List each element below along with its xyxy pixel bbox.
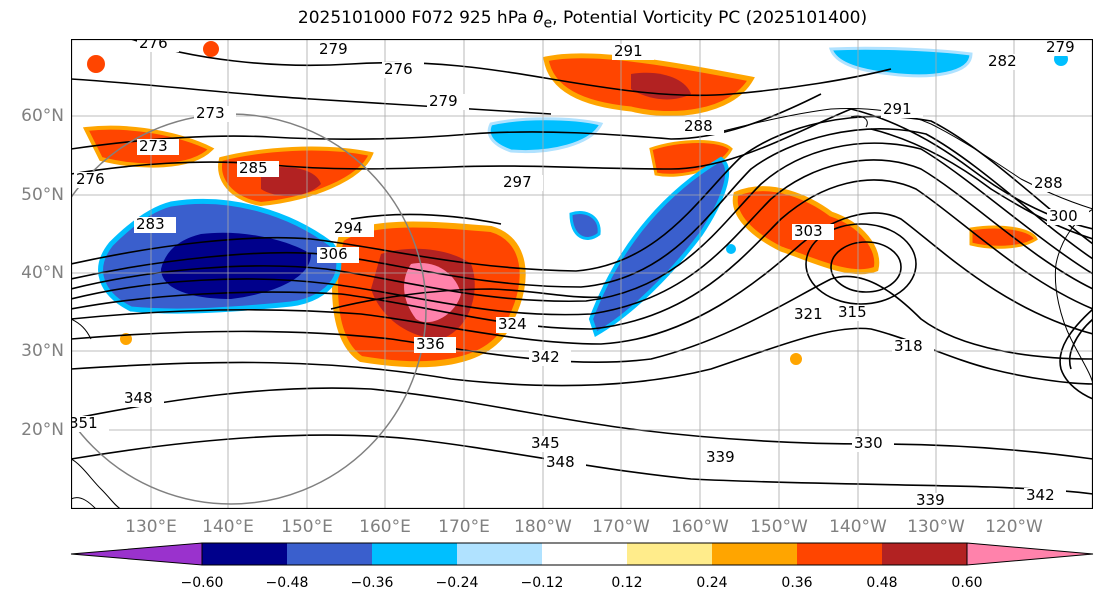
contour-label: 276 [139, 39, 168, 52]
lon-label: 130°E [125, 517, 177, 537]
contour-label: 300 [1049, 207, 1078, 225]
contour-label: 279 [319, 40, 348, 58]
contour-label: 318 [894, 337, 923, 355]
contour-label: 297 [503, 173, 532, 191]
contour-label: 279 [429, 92, 458, 110]
contour-label: 273 [139, 137, 168, 155]
colorbar-swatch [797, 543, 882, 565]
colorbar-swatch [457, 543, 542, 565]
colorbar-swatch [712, 543, 797, 565]
contour-label: 315 [838, 303, 867, 321]
colorbar-tick: −0.60 [180, 575, 224, 591]
contour-label: 345 [531, 434, 560, 452]
lat-label: 60°N [21, 106, 64, 126]
colorbar-swatch [287, 543, 372, 565]
colorbar-tick: 0.48 [866, 575, 898, 591]
contour-label: 279 [1046, 39, 1075, 56]
colorbar-tick: 0.60 [951, 575, 983, 591]
contour-labels: 276 279 276 291 282 279 273 279 288 297 … [71, 39, 1089, 509]
contour-label: 321 [794, 305, 823, 323]
colorbar-swatch [372, 543, 457, 565]
contour-label: 291 [614, 42, 643, 60]
lon-label: 130°W [907, 517, 965, 537]
map-title: 2025101000 F072 925 hPa θe, Potential Vo… [297, 8, 868, 32]
contour-label: 288 [1034, 174, 1063, 192]
lat-label: 50°N [21, 185, 64, 205]
colorbar-swatch [542, 543, 627, 565]
colorbar-swatch [882, 543, 967, 565]
lon-label: 160°E [359, 517, 411, 537]
colorbar-tick: −0.12 [520, 575, 564, 591]
contour-label: 291 [883, 100, 912, 118]
contour-label: 273 [196, 104, 225, 122]
contour-label: 336 [416, 335, 445, 353]
contour-label: 306 [319, 245, 348, 263]
lon-label: 170°E [438, 517, 490, 537]
lat-label: 20°N [21, 420, 64, 440]
contour-label: 303 [794, 222, 823, 240]
lat-label: 30°N [21, 341, 64, 361]
colorbar-swatch [627, 543, 712, 565]
contour-label: 282 [988, 52, 1017, 70]
contour-label: 330 [854, 434, 883, 452]
contour-label: 348 [546, 453, 575, 471]
colorbar-extend-low [70, 542, 203, 566]
lon-label: 120°W [985, 517, 1043, 537]
contour-label: 351 [71, 414, 98, 432]
contour-label: 276 [384, 60, 413, 78]
lat-label: 40°N [21, 263, 64, 283]
contour-label: 342 [1026, 486, 1055, 504]
colorbar-tick: −0.36 [350, 575, 394, 591]
lon-label: 150°E [281, 517, 333, 537]
colorbar-tick: 0.24 [696, 575, 728, 591]
contour-label: 283 [136, 215, 165, 233]
colorbar [70, 542, 1094, 566]
map-panel: 276 279 276 291 282 279 273 279 288 297 … [71, 39, 1093, 509]
contour-label: 285 [239, 159, 268, 177]
colorbar-tick: −0.48 [265, 575, 309, 591]
contour-label: 342 [531, 348, 560, 366]
colorbar-tick: 0.12 [611, 575, 643, 591]
graticule [71, 39, 1093, 509]
contour-label: 288 [684, 117, 713, 135]
lon-label: 180°W [514, 517, 572, 537]
contour-label: 339 [706, 448, 735, 466]
contour-label: 276 [76, 170, 105, 188]
lon-label: 160°W [671, 517, 729, 537]
colorbar-swatch [202, 543, 287, 565]
lon-label: 150°W [750, 517, 808, 537]
colorbar-extend-high [966, 542, 1094, 566]
contour-label: 339 [916, 491, 945, 509]
lon-label: 170°W [592, 517, 650, 537]
contour-label: 324 [498, 315, 527, 333]
colorbar-tick: −0.24 [435, 575, 479, 591]
coastlines [71, 108, 1093, 509]
lon-label: 140°W [829, 517, 887, 537]
lon-label: 140°E [202, 517, 254, 537]
colorbar-tick: 0.36 [781, 575, 813, 591]
contour-label: 294 [334, 219, 363, 237]
contour-label: 348 [124, 389, 153, 407]
